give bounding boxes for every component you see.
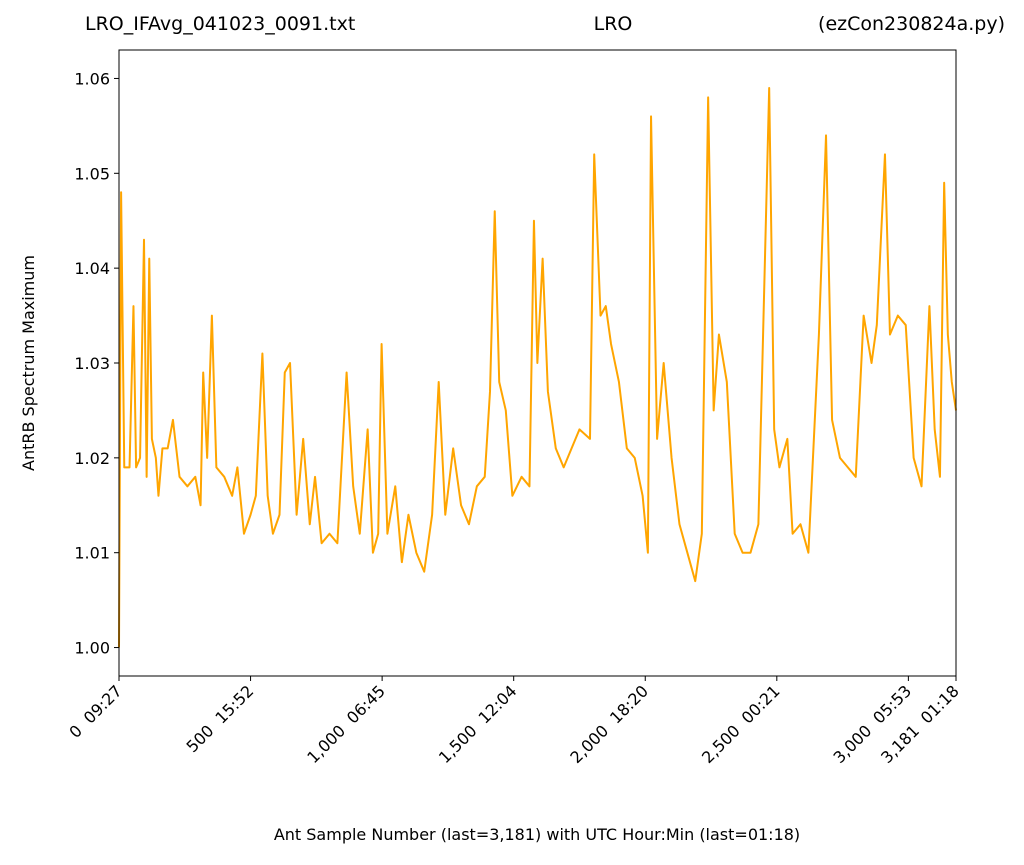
x-tick-label: 2,000 18:20: [566, 681, 652, 767]
y-tick-label: 1.00: [74, 639, 110, 658]
y-tick-label: 1.01: [74, 544, 110, 563]
chart-title-right: (ezCon230824a.py): [818, 13, 1005, 35]
y-tick-label: 1.05: [74, 164, 110, 183]
y-tick-label: 1.02: [74, 449, 110, 468]
x-tick-label: 1,500 12:04: [435, 681, 521, 767]
y-tick-label: 1.03: [74, 354, 110, 373]
chart-title-left: LRO_IFAvg_041023_0091.txt: [85, 13, 355, 35]
x-axis-label: Ant Sample Number (last=3,181) with UTC …: [274, 825, 800, 844]
y-tick-label: 1.04: [74, 259, 110, 278]
data-line: [118, 86, 957, 648]
y-axis-label: AntRB Spectrum Maximum: [19, 255, 38, 471]
chart-title-center: LRO: [594, 13, 633, 35]
x-tick-label: 500 15:52: [183, 681, 258, 756]
x-tick-label: 1,000 06:45: [303, 681, 389, 767]
x-tick-label: 2,500 00:21: [698, 681, 784, 767]
x-tick-label: 0 09:27: [65, 681, 125, 741]
y-tick-label: 1.06: [74, 69, 110, 88]
